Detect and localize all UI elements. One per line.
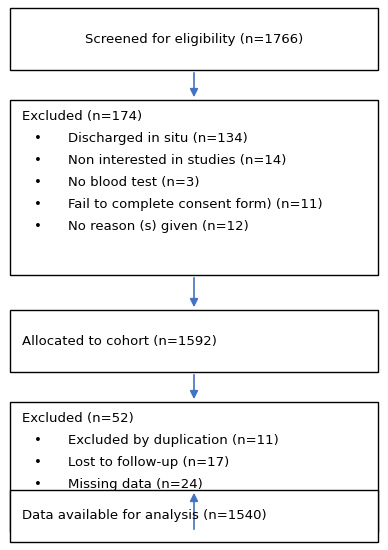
Text: •: • <box>34 132 42 145</box>
Text: Fail to complete consent form) (n=11): Fail to complete consent form) (n=11) <box>68 198 323 211</box>
Text: Excluded (n=52): Excluded (n=52) <box>22 412 134 425</box>
Text: No reason (s) given (n=12): No reason (s) given (n=12) <box>68 220 249 233</box>
Text: •: • <box>34 478 42 491</box>
Text: •: • <box>34 456 42 469</box>
Text: •: • <box>34 176 42 189</box>
Text: Discharged in situ (n=134): Discharged in situ (n=134) <box>68 132 248 145</box>
Text: Allocated to cohort (n=1592): Allocated to cohort (n=1592) <box>22 334 217 348</box>
Text: •: • <box>34 198 42 211</box>
Text: •: • <box>34 220 42 233</box>
Bar <box>10 310 378 372</box>
Text: Excluded (n=174): Excluded (n=174) <box>22 110 142 123</box>
Bar <box>10 8 378 70</box>
Text: •: • <box>34 434 42 447</box>
Text: Data available for analysis (n=1540): Data available for analysis (n=1540) <box>22 509 267 522</box>
Text: •: • <box>34 154 42 167</box>
Text: Excluded by duplication (n=11): Excluded by duplication (n=11) <box>68 434 279 447</box>
Bar <box>10 100 378 275</box>
Text: Missing data (n=24): Missing data (n=24) <box>68 478 203 491</box>
Text: Non interested in studies (n=14): Non interested in studies (n=14) <box>68 154 286 167</box>
Text: Lost to follow-up (n=17): Lost to follow-up (n=17) <box>68 456 229 469</box>
Bar <box>10 402 378 532</box>
Bar <box>10 490 378 542</box>
Text: No blood test (n=3): No blood test (n=3) <box>68 176 199 189</box>
Text: Screened for eligibility (n=1766): Screened for eligibility (n=1766) <box>85 32 303 46</box>
